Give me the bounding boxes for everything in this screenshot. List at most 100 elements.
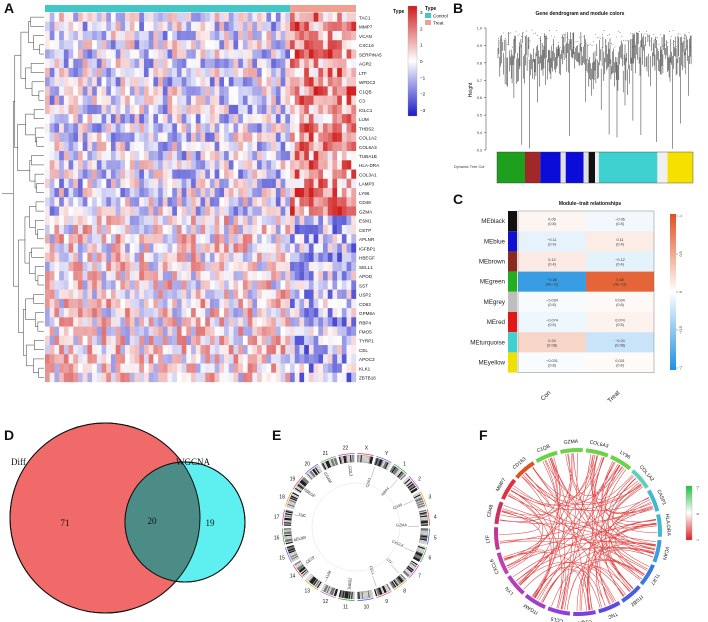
heatmap-cell bbox=[96, 40, 102, 50]
heatmap-cell bbox=[285, 58, 291, 69]
heatmap-cell bbox=[63, 317, 69, 327]
heatmap-cell bbox=[68, 289, 74, 300]
gene-label: FMO5 bbox=[359, 330, 372, 335]
heatmap-cell bbox=[110, 160, 116, 170]
heatmap-cell bbox=[304, 261, 310, 272]
heatmap-cell bbox=[143, 21, 149, 32]
heatmap-cell bbox=[257, 354, 262, 364]
heatmap-cell bbox=[191, 104, 196, 115]
heatmap-cell bbox=[327, 40, 333, 50]
heatmap-cell bbox=[318, 289, 324, 300]
heatmap-cell bbox=[158, 234, 163, 244]
heatmap-cell bbox=[73, 289, 79, 300]
heatmap-cell bbox=[341, 114, 347, 124]
module-color-swatch bbox=[508, 332, 517, 353]
heatmap-cell bbox=[125, 345, 130, 355]
heatmap-cell bbox=[148, 298, 154, 309]
heatmap-cell bbox=[313, 104, 319, 115]
heatmap-cell bbox=[209, 308, 215, 318]
heatmap-cell bbox=[308, 289, 314, 300]
heatmap-cell bbox=[96, 335, 102, 346]
heatmap-cell bbox=[167, 77, 173, 87]
heatmap-cell bbox=[63, 215, 69, 226]
heatmap-cell bbox=[238, 206, 244, 216]
heatmap-cell bbox=[186, 132, 192, 142]
heatmap-cell bbox=[308, 132, 314, 142]
heatmap-cell bbox=[87, 308, 93, 318]
heatmap-cell bbox=[181, 188, 187, 198]
heatmap-cell bbox=[252, 123, 258, 133]
heatmap-cell bbox=[228, 49, 234, 59]
heatmap-cell bbox=[304, 86, 310, 96]
heatmap-cell bbox=[134, 12, 140, 22]
gene-label: WFDC2 bbox=[359, 80, 376, 85]
heatmap-cell bbox=[280, 12, 286, 22]
heatmap-cell bbox=[106, 178, 112, 189]
heatmap-cell bbox=[209, 30, 215, 41]
heatmap-cell bbox=[233, 354, 239, 364]
heatmap-cell bbox=[323, 197, 328, 207]
panel-label-b: B bbox=[453, 0, 463, 16]
heatmap-cell bbox=[261, 345, 267, 355]
heatmap-cell bbox=[299, 363, 305, 373]
heatmap-cell bbox=[304, 77, 310, 87]
heatmap-cell bbox=[257, 372, 262, 383]
heatmap-cell bbox=[323, 289, 328, 300]
heatmap-cell bbox=[143, 224, 149, 235]
heatmap-cell bbox=[285, 261, 291, 272]
heatmap-cell bbox=[337, 40, 343, 50]
heatmap-cell bbox=[101, 345, 107, 355]
heatmap-cell bbox=[115, 40, 121, 50]
heatmap-cell bbox=[346, 215, 352, 226]
heatmap-cell bbox=[153, 280, 159, 290]
heatmap-cell bbox=[266, 271, 272, 281]
heatmap-cell bbox=[341, 354, 347, 364]
chromosome-label: Y bbox=[385, 451, 389, 457]
heatmap-cell bbox=[181, 197, 187, 207]
heatmap-cell bbox=[120, 345, 126, 355]
heatmap-cell bbox=[304, 49, 310, 59]
heatmap-cell bbox=[290, 308, 295, 318]
heatmap-cell bbox=[45, 335, 50, 346]
gene-label: CEL bbox=[359, 348, 368, 353]
heatmap-cell bbox=[200, 280, 206, 290]
heatmap-cell bbox=[191, 58, 196, 69]
heatmap-cell bbox=[332, 30, 338, 41]
correlation-value: −0.06 bbox=[615, 218, 625, 222]
heatmap-cell bbox=[341, 372, 347, 383]
heatmap-cell bbox=[341, 243, 347, 253]
heatmap-cell bbox=[172, 104, 178, 115]
heatmap-cell bbox=[106, 252, 112, 263]
heatmap-cell bbox=[257, 49, 262, 59]
heatmap-cell bbox=[59, 114, 64, 124]
heatmap-cell bbox=[73, 151, 79, 161]
heatmap-cell bbox=[205, 40, 211, 50]
heatmap-cell bbox=[323, 160, 328, 170]
heatmap-cell bbox=[106, 363, 112, 373]
heatmap-cell bbox=[224, 141, 229, 152]
heatmap-cell bbox=[106, 40, 112, 50]
heatmap-cell bbox=[261, 30, 267, 41]
heatmap-cell bbox=[247, 132, 253, 142]
heatmap-cell bbox=[158, 206, 163, 216]
heatmap-cell bbox=[162, 372, 168, 383]
heatmap-cell bbox=[228, 354, 234, 364]
heatmap-cell bbox=[275, 298, 281, 309]
heatmap-cell bbox=[101, 252, 107, 263]
heatmap-cell bbox=[106, 354, 112, 364]
heatmap-cell bbox=[214, 12, 220, 22]
heatmap-cell bbox=[271, 372, 277, 383]
heatmap-cell bbox=[299, 30, 305, 41]
heatmap-cell bbox=[280, 354, 286, 364]
heatmap-cell bbox=[228, 169, 234, 179]
heatmap-cell bbox=[191, 252, 196, 263]
heatmap-cell bbox=[176, 326, 182, 336]
heatmap-cell bbox=[115, 188, 121, 198]
heatmap-cell bbox=[176, 308, 182, 318]
heatmap-cell bbox=[153, 151, 159, 161]
heatmap-cell bbox=[195, 363, 201, 373]
heatmap-cell bbox=[191, 77, 196, 87]
heatmap-cell bbox=[318, 326, 324, 336]
heatmap-cell bbox=[224, 151, 229, 161]
heatmap-cell bbox=[337, 280, 343, 290]
